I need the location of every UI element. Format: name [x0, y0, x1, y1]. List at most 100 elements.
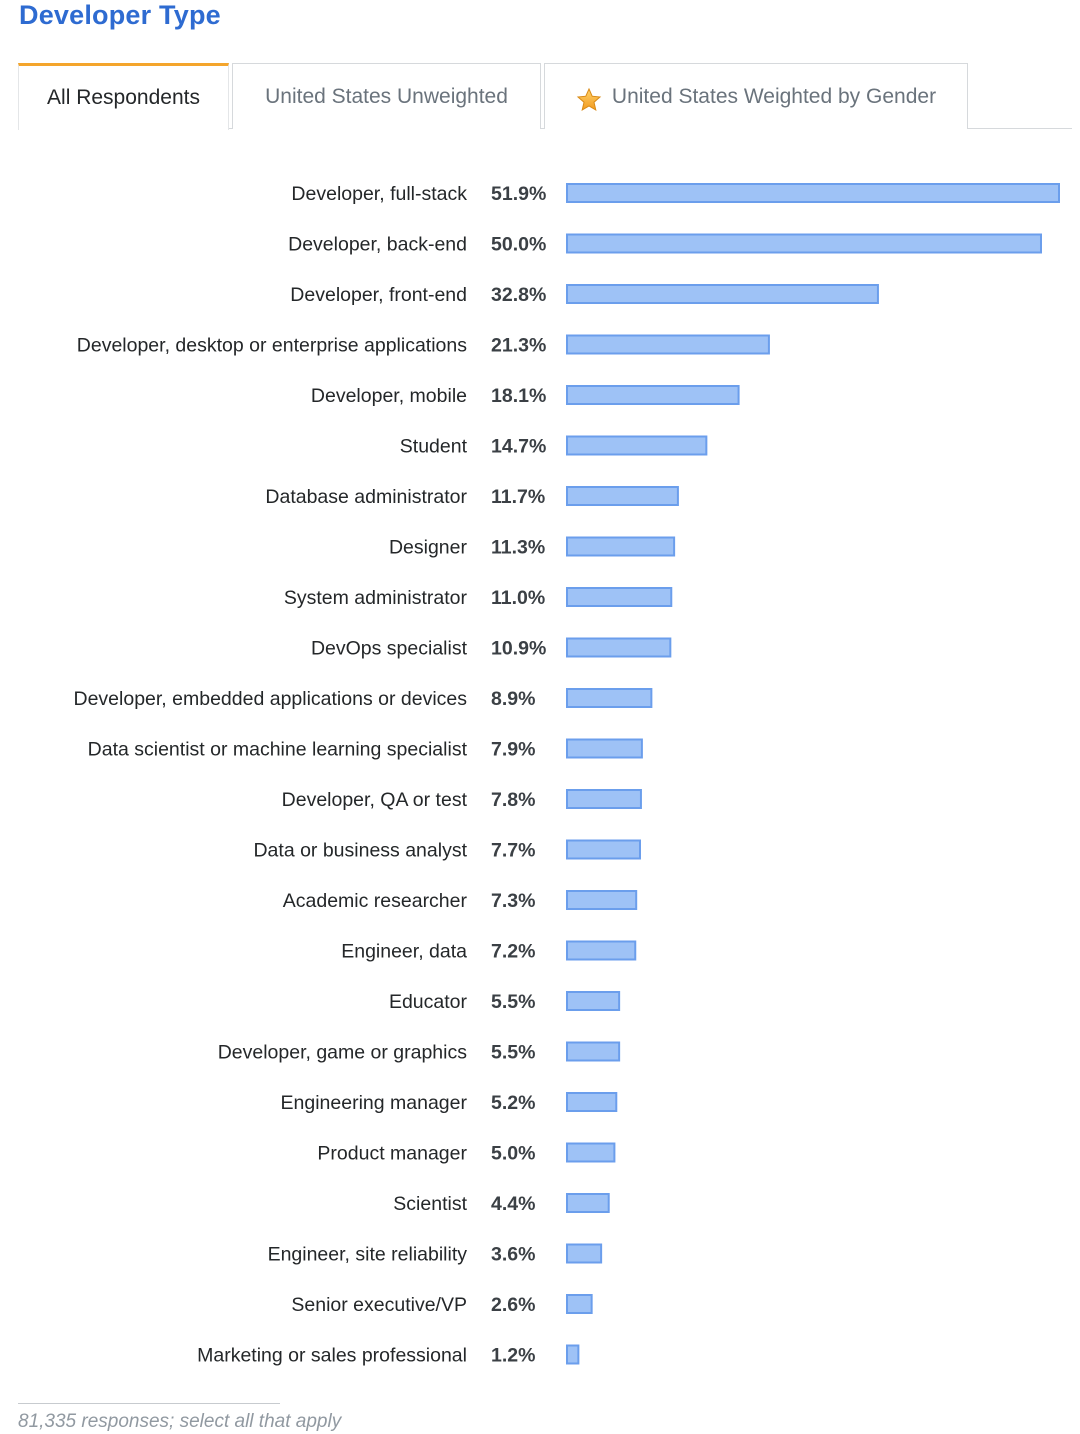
- tab-bar: All Respondents United States Unweighted…: [18, 63, 1072, 130]
- category-label: Developer, QA or test: [282, 789, 468, 811]
- value-label: 7.3%: [491, 890, 535, 912]
- bar-row: Designer 11.3%: [389, 536, 676, 559]
- value-label: 21.3%: [491, 335, 546, 357]
- category-label: Developer, desktop or enterprise applica…: [77, 335, 467, 357]
- value-label: 32.8%: [491, 284, 546, 306]
- value-label: 11.3%: [491, 537, 545, 559]
- bar-row: Developer, QA or test 7.8%: [282, 789, 642, 811]
- bar-row: Data scientist or machine learning speci…: [88, 738, 643, 761]
- value-label: 11.0%: [491, 587, 545, 609]
- bar: [566, 637, 672, 658]
- category-label: Developer, full-stack: [291, 183, 467, 205]
- value-label: 1.2%: [491, 1345, 535, 1367]
- tab-all-respondents[interactable]: All Respondents: [18, 63, 229, 130]
- bar: [566, 688, 653, 708]
- bar: [566, 1193, 610, 1213]
- bar-row: Student 14.7%: [400, 435, 708, 458]
- bar-row: Scientist 4.4%: [393, 1193, 610, 1215]
- tab-us-weighted-by-gender[interactable]: United States Weighted by Gender: [544, 63, 968, 129]
- bar-row: Product manager 5.0%: [317, 1142, 616, 1165]
- bar-row: Developer, game or graphics 5.5%: [218, 1041, 621, 1064]
- category-label: Developer, game or graphics: [218, 1042, 468, 1064]
- bar: [566, 991, 621, 1011]
- category-label: Developer, back-end: [288, 234, 467, 256]
- bar: [566, 1092, 618, 1112]
- bar: [566, 789, 642, 809]
- bar-row: Developer, back-end 50.0%: [288, 233, 1042, 256]
- tab-us-unweighted[interactable]: United States Unweighted: [232, 63, 541, 129]
- bar: [566, 536, 676, 557]
- value-label: 5.0%: [491, 1143, 535, 1165]
- bar-row: Developer, full-stack 51.9%: [291, 183, 1060, 205]
- category-label: Marketing or sales professional: [197, 1345, 467, 1367]
- category-label: Developer, front-end: [290, 284, 467, 306]
- bar: [566, 183, 1060, 203]
- bar-row: Academic researcher 7.3%: [283, 890, 638, 912]
- value-label: 7.7%: [491, 840, 535, 862]
- bar-row: Developer, mobile 18.1%: [311, 385, 740, 407]
- bar-row: Developer, embedded applications or devi…: [74, 688, 653, 710]
- category-label: Engineering manager: [281, 1092, 468, 1114]
- value-label: 8.9%: [491, 688, 535, 710]
- bar: [566, 1243, 603, 1264]
- category-label: Database administrator: [265, 486, 467, 508]
- bar: [566, 385, 740, 405]
- value-label: 2.6%: [491, 1294, 535, 1316]
- bar: [566, 1041, 621, 1062]
- bar: [566, 940, 637, 961]
- bar-row: System administrator 11.0%: [284, 587, 673, 609]
- bar: [566, 334, 770, 355]
- category-label: Designer: [389, 537, 468, 559]
- value-label: 7.2%: [491, 941, 535, 963]
- value-label: 5.5%: [491, 991, 535, 1013]
- responses-footnote: 81,335 responses; select all that apply: [18, 1411, 342, 1432]
- bar: [566, 587, 673, 607]
- category-label: System administrator: [284, 587, 468, 609]
- value-label: 10.9%: [491, 638, 546, 660]
- tab-label: United States Weighted by Gender: [611, 84, 937, 108]
- developer-type-bar-chart: Developer, full-stack 51.9% Developer, bac…: [74, 183, 1060, 1367]
- bar-row: Engineer, data 7.2%: [341, 940, 637, 963]
- category-label: Academic researcher: [283, 890, 468, 912]
- category-label: Product manager: [317, 1143, 467, 1165]
- bar: [566, 738, 643, 759]
- value-label: 5.2%: [491, 1092, 535, 1114]
- category-label: Senior executive/VP: [291, 1294, 467, 1316]
- category-label: Engineer, data: [341, 941, 467, 963]
- category-label: Data or business analyst: [253, 840, 467, 862]
- value-label: 18.1%: [491, 385, 546, 407]
- bar-row: Database administrator 11.7%: [265, 486, 679, 508]
- category-label: DevOps specialist: [311, 638, 468, 660]
- bar: [566, 284, 879, 304]
- value-label: 3.6%: [491, 1244, 535, 1266]
- bar: [566, 839, 641, 860]
- star-icon: [576, 87, 602, 113]
- category-label: Scientist: [393, 1193, 467, 1215]
- bar-row: Data or business analyst 7.7%: [253, 839, 641, 862]
- value-label: 11.7%: [491, 486, 545, 508]
- bar: [566, 486, 679, 506]
- bar: [566, 1294, 593, 1314]
- value-label: 7.8%: [491, 789, 535, 811]
- category-label: Developer, mobile: [311, 385, 467, 407]
- bar-row: Developer, front-end 32.8%: [290, 284, 879, 306]
- bar: [566, 1344, 580, 1365]
- bar: [566, 1142, 616, 1163]
- category-label: Student: [400, 436, 468, 458]
- bar-row: Engineer, site reliability 3.6%: [268, 1243, 603, 1266]
- tab-label: All Respondents: [47, 86, 200, 109]
- value-label: 50.0%: [491, 234, 546, 256]
- value-label: 51.9%: [491, 183, 546, 205]
- footer-divider: [18, 1403, 280, 1404]
- bar-row: DevOps specialist 10.9%: [311, 637, 672, 660]
- bar: [566, 233, 1042, 254]
- bar-row: Engineering manager 5.2%: [281, 1092, 618, 1114]
- category-label: Educator: [389, 991, 468, 1013]
- category-label: Developer, embedded applications or devi…: [74, 688, 468, 710]
- tab-label: United States Unweighted: [265, 84, 508, 108]
- category-label: Data scientist or machine learning speci…: [88, 739, 468, 761]
- bar: [566, 435, 708, 456]
- bar-row: Educator 5.5%: [389, 991, 621, 1013]
- page-title: Developer Type: [19, 0, 221, 30]
- value-label: 14.7%: [491, 436, 546, 458]
